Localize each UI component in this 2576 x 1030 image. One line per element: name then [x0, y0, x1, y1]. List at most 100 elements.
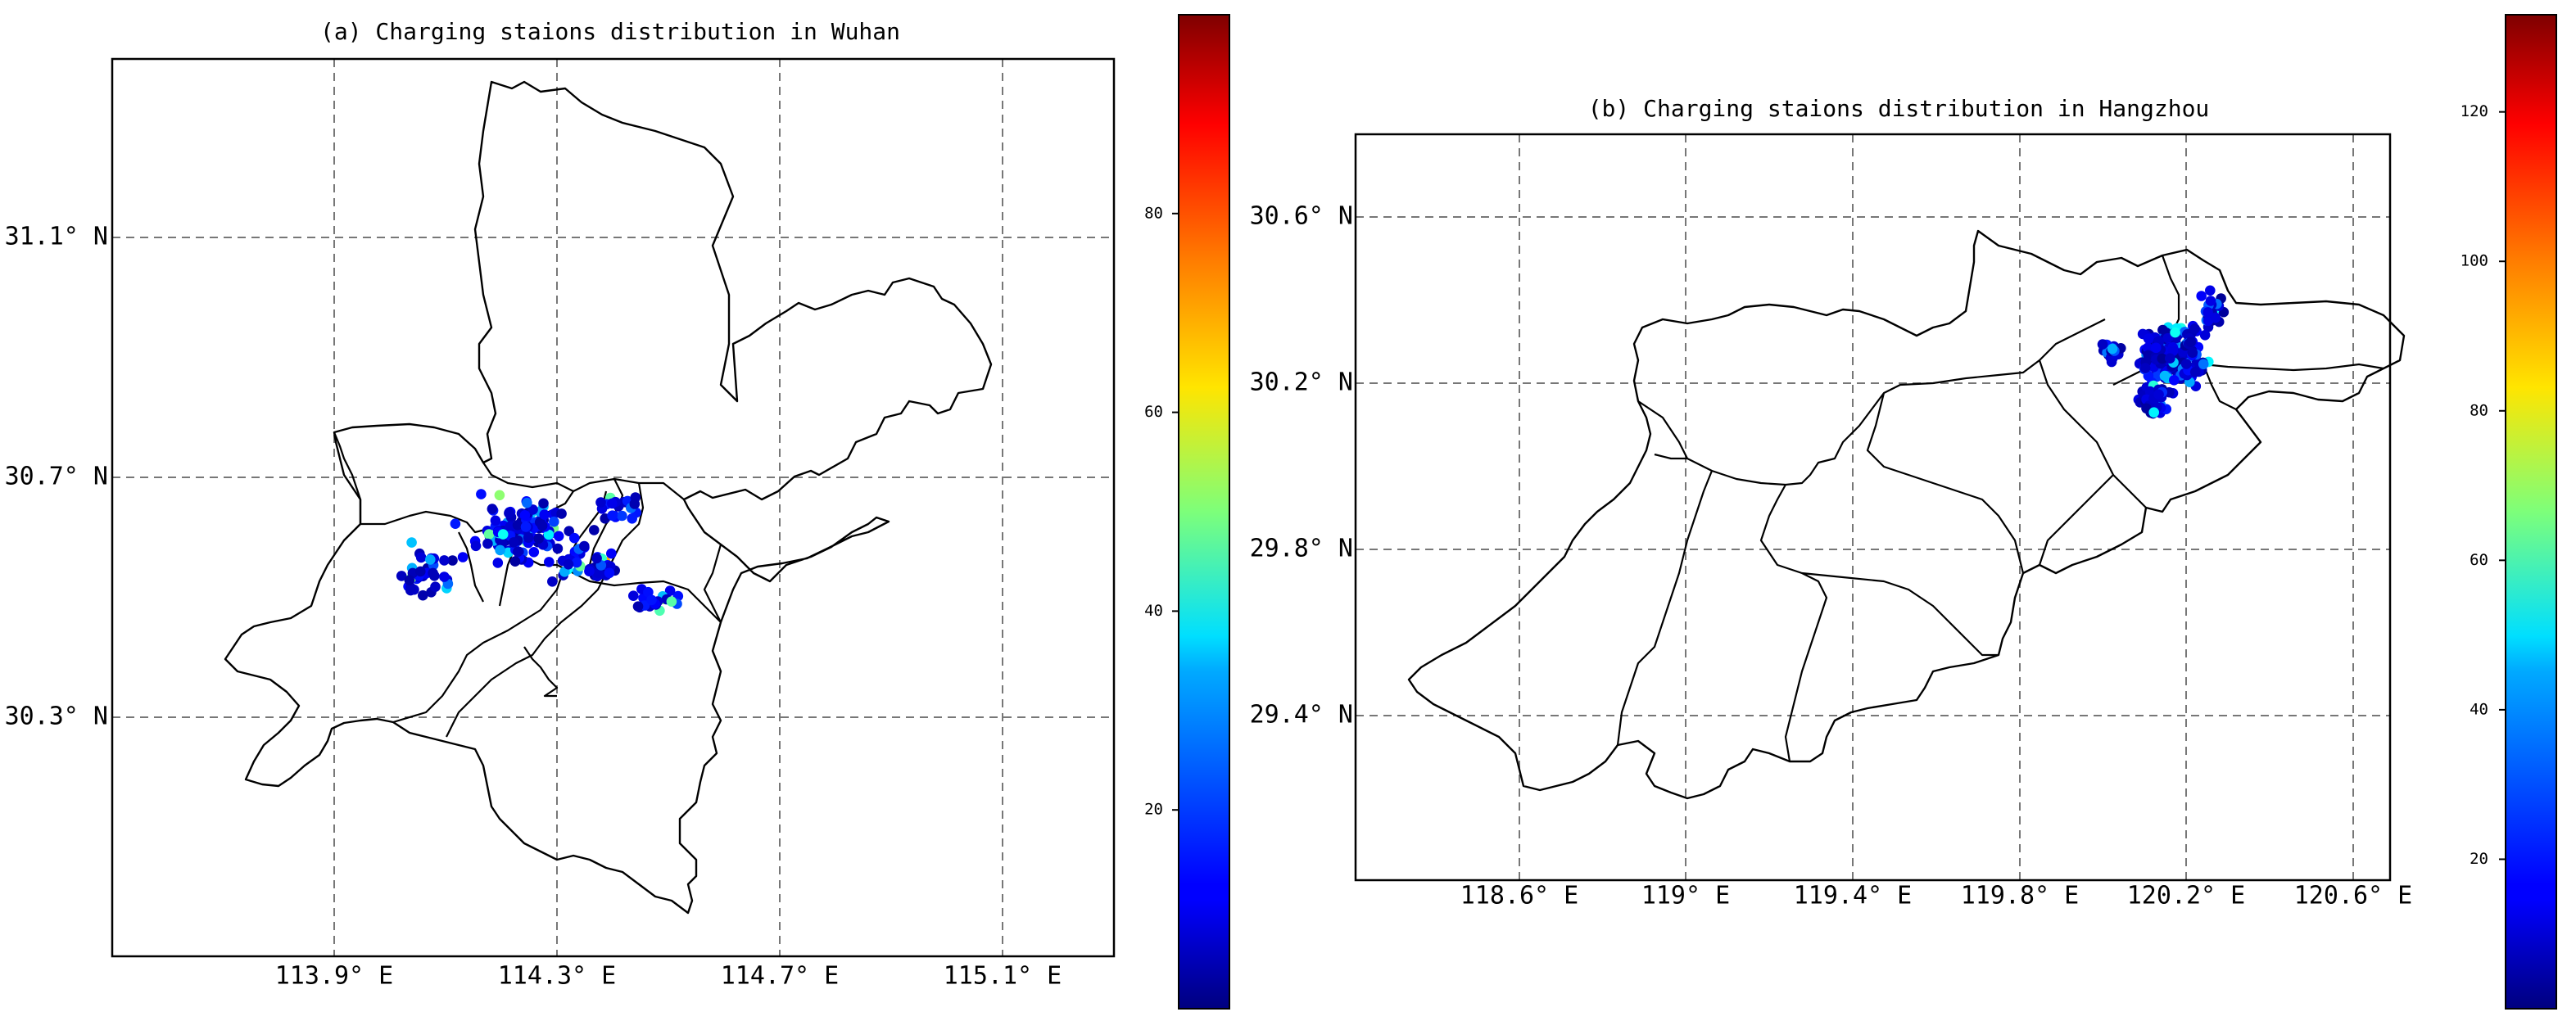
charging-station-point — [2205, 285, 2216, 296]
charging-station-point — [396, 571, 407, 581]
charging-station-point — [512, 520, 523, 531]
charging-station-point — [2165, 353, 2175, 364]
charging-station-point — [519, 510, 531, 521]
y-tick-label: 30.6° N — [1250, 202, 1353, 231]
colorbar-tick-label: 20 — [2470, 850, 2488, 868]
charging-station-point — [552, 543, 564, 554]
charging-station-point — [544, 557, 555, 567]
charging-station-point — [425, 554, 436, 565]
wuhan-stations-layer — [396, 489, 684, 617]
charging-station-point — [2196, 291, 2207, 301]
hangzhou-district-lines — [1616, 255, 2384, 762]
x-tick-label: 114.7° E — [721, 962, 840, 991]
charging-station-point — [439, 571, 450, 582]
charging-station-point — [476, 489, 487, 499]
charging-station-point — [592, 567, 604, 579]
charging-station-point — [450, 518, 461, 529]
hangzhou-stations-layer — [2097, 285, 2230, 419]
colorbar-hangzhou: 20 40 60 80 100 120 — [2461, 14, 2557, 1010]
charging-station-point — [492, 558, 504, 568]
map-hangzhou: (b) Charging staions distribution in Han… — [1250, 14, 2557, 1010]
charging-station-point — [497, 529, 509, 540]
charging-station-point — [579, 540, 590, 552]
charging-station-point — [2162, 332, 2174, 344]
colorbar-tick-label: 40 — [2470, 700, 2488, 718]
x-tick-label: 113.9° E — [275, 962, 394, 991]
charging-station-point — [2097, 339, 2108, 350]
charging-station-point — [536, 520, 548, 531]
charging-station-point — [2170, 327, 2180, 338]
charging-station-point — [2157, 353, 2168, 364]
charging-station-point — [415, 552, 427, 563]
hangzhou-outer-boundary — [1407, 229, 2406, 800]
charging-station-point — [589, 525, 600, 535]
charging-station-point — [2139, 363, 2151, 373]
colorbar-gradient — [1178, 14, 1230, 1010]
charging-station-point — [539, 509, 550, 520]
charging-station-point — [627, 513, 637, 524]
x-axis-wuhan: 113.9° E 114.3° E 114.7° E 115.1° E — [275, 962, 1062, 991]
charging-station-point — [564, 526, 574, 536]
x-tick-label: 118.6° E — [1460, 882, 1579, 910]
charging-station-point — [508, 537, 519, 548]
charging-station-point — [495, 544, 505, 556]
colorbar-tick-label: 120 — [2461, 102, 2488, 120]
charging-station-point — [470, 540, 482, 552]
y-axis-hangzhou: 30.6° N 30.2° N 29.8° N 29.4° N — [1250, 202, 1353, 730]
charging-station-point — [415, 566, 426, 577]
x-axis-hangzhou: 118.6° E 119° E 119.4° E 119.8° E 120.2°… — [1460, 882, 2413, 910]
colorbar-tick-label: 40 — [1144, 602, 1163, 620]
colorbar-tick-label: 60 — [2470, 551, 2488, 569]
charging-station-point — [538, 498, 549, 509]
charging-station-point — [494, 490, 505, 501]
charging-station-point — [428, 567, 438, 579]
charging-station-point — [2210, 312, 2221, 323]
charging-station-point — [527, 504, 538, 515]
charging-station-point — [2148, 407, 2159, 418]
charging-station-point — [549, 516, 559, 527]
charging-station-point — [418, 590, 428, 601]
charging-station-point — [2189, 323, 2200, 334]
y-tick-label: 31.1° N — [5, 223, 108, 251]
map-wuhan: (a) Charging staions distribution in Wuh… — [5, 14, 1230, 1010]
charging-station-point — [520, 522, 532, 532]
y-axis-wuhan: 31.1° N 30.7° N 30.3° N — [5, 223, 108, 731]
y-tick-label: 30.3° N — [5, 702, 108, 731]
charging-station-point — [569, 532, 580, 544]
x-tick-label: 120.2° E — [2127, 882, 2246, 910]
charging-station-point — [2199, 330, 2211, 341]
colorbar-tick-label: 20 — [1144, 801, 1163, 819]
charging-station-point — [547, 576, 558, 587]
charging-station-point — [556, 508, 567, 519]
x-tick-label: 114.3° E — [498, 962, 617, 991]
charging-station-point — [2159, 370, 2171, 382]
charging-station-point — [664, 585, 676, 596]
charging-station-point — [2205, 296, 2216, 306]
charging-station-point — [2198, 359, 2209, 370]
charging-station-point — [646, 594, 657, 606]
charging-station-point — [404, 575, 415, 585]
x-tick-label: 119.4° E — [1794, 882, 1913, 910]
charging-station-point — [2203, 307, 2213, 318]
charging-station-point — [666, 596, 677, 607]
colorbar-gradient — [2505, 14, 2557, 1010]
charging-station-point — [607, 510, 618, 521]
wuhan-outer-boundary — [224, 80, 993, 915]
charging-station-point — [2153, 389, 2164, 400]
map-frame-hangzhou — [1354, 133, 2392, 882]
charging-station-point — [482, 538, 493, 549]
charging-station-point — [543, 529, 555, 540]
x-tick-label: 115.1° E — [944, 962, 1062, 991]
charging-station-point — [528, 547, 540, 558]
charging-station-point — [509, 556, 521, 567]
charging-station-point — [504, 508, 514, 519]
y-tick-label: 30.2° N — [1250, 368, 1353, 397]
charging-station-point — [2185, 337, 2196, 348]
colorbar-tick-label: 80 — [1144, 204, 1163, 222]
charging-station-point — [629, 499, 641, 509]
map-title-hangzhou: (b) Charging staions distribution in Han… — [1588, 95, 2210, 122]
charging-station-point — [591, 553, 602, 564]
charging-station-point — [483, 529, 495, 540]
charging-station-point — [457, 552, 469, 562]
